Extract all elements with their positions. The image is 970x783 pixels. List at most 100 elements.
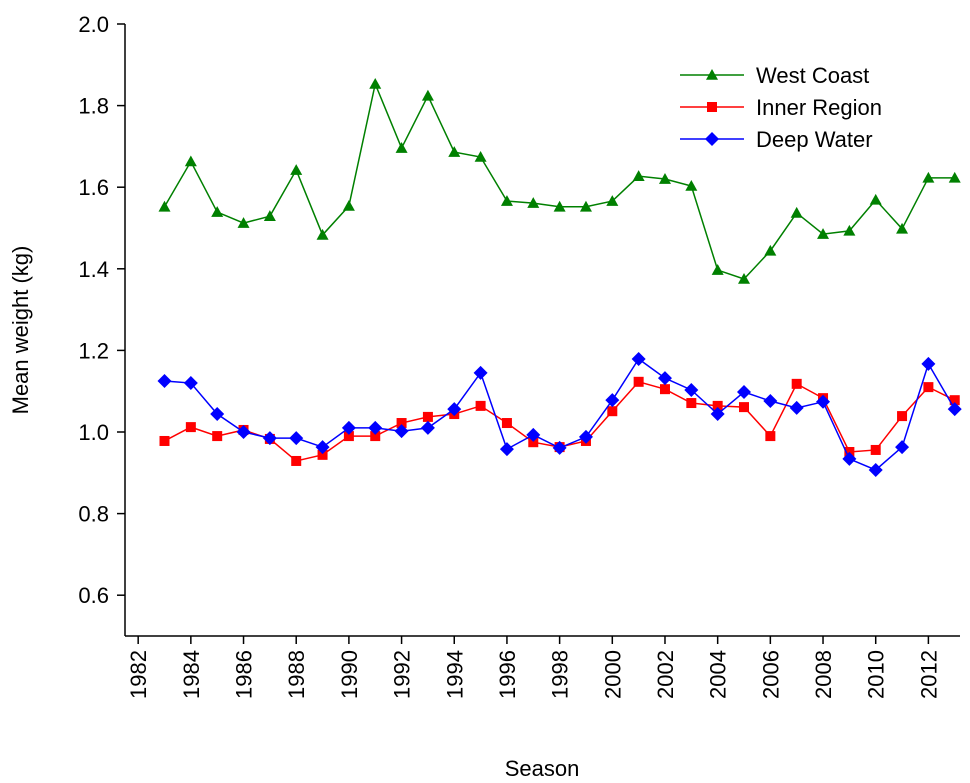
data-point xyxy=(474,151,487,162)
data-point xyxy=(790,206,803,218)
data-point xyxy=(263,210,276,221)
data-point xyxy=(184,155,197,167)
data-point xyxy=(236,425,251,439)
data-point xyxy=(394,424,409,439)
data-point xyxy=(473,365,488,380)
x-tick-label: 1988 xyxy=(284,650,309,699)
data-point xyxy=(500,195,513,206)
data-point xyxy=(447,402,462,417)
legend-label: West Coast xyxy=(756,63,869,88)
data-point xyxy=(633,376,644,387)
data-point xyxy=(631,351,646,366)
data-point xyxy=(765,431,776,442)
data-point xyxy=(764,244,777,256)
data-point xyxy=(868,462,883,477)
data-point xyxy=(420,420,435,435)
data-point xyxy=(947,402,962,417)
data-point xyxy=(159,435,170,446)
data-point xyxy=(684,382,699,397)
data-point xyxy=(527,197,540,208)
data-point xyxy=(342,199,355,211)
y-tick-label: 0.8 xyxy=(78,502,109,527)
data-point xyxy=(842,451,857,466)
data-point xyxy=(526,427,541,442)
data-point xyxy=(896,222,909,234)
x-tick-label: 1990 xyxy=(337,650,362,699)
data-point xyxy=(870,444,881,455)
data-point xyxy=(341,420,356,435)
x-tick-label: 2010 xyxy=(864,650,889,699)
data-point xyxy=(632,170,645,181)
x-tick-label: 2004 xyxy=(706,650,731,699)
data-point xyxy=(658,173,671,184)
data-point xyxy=(183,376,198,391)
y-tick-label: 1.6 xyxy=(78,175,109,200)
data-point xyxy=(948,171,961,183)
data-point xyxy=(369,77,382,89)
data-point xyxy=(607,406,618,417)
legend-marker xyxy=(706,69,718,80)
data-point xyxy=(659,384,670,395)
legend-label: Inner Region xyxy=(756,95,882,120)
data-point xyxy=(158,200,171,212)
data-point xyxy=(710,407,725,422)
data-point xyxy=(475,400,486,411)
x-tick-label: 1992 xyxy=(390,650,415,699)
data-point xyxy=(923,382,934,393)
data-point xyxy=(212,431,223,442)
data-point xyxy=(262,431,277,446)
data-point xyxy=(869,193,882,205)
x-tick-label: 1998 xyxy=(548,650,573,699)
legend-label: Deep Water xyxy=(756,127,873,152)
x-tick-label: 2002 xyxy=(653,650,678,699)
data-point xyxy=(448,146,461,157)
y-tick-label: 2.0 xyxy=(78,12,109,37)
data-point xyxy=(922,171,935,183)
data-point xyxy=(816,394,831,409)
data-point xyxy=(421,89,434,101)
data-point xyxy=(396,418,407,429)
data-point xyxy=(789,400,804,415)
data-point xyxy=(578,429,593,444)
data-point xyxy=(657,371,672,386)
x-tick-label: 1982 xyxy=(126,650,151,699)
y-axis-label: Mean weight (kg) xyxy=(8,246,33,415)
x-axis-label: Season xyxy=(505,756,580,781)
x-tick-label: 2012 xyxy=(916,650,941,699)
x-tick-label: 2006 xyxy=(758,650,783,699)
data-point xyxy=(422,411,433,422)
data-point xyxy=(499,442,514,457)
data-point xyxy=(315,440,330,455)
legend-marker xyxy=(707,102,717,112)
data-point xyxy=(395,142,408,153)
data-point xyxy=(210,407,225,422)
data-point xyxy=(791,378,802,389)
y-tick-label: 1.0 xyxy=(78,420,109,445)
data-point xyxy=(211,206,224,217)
data-point xyxy=(763,393,778,408)
x-tick-label: 2000 xyxy=(600,650,625,699)
data-point xyxy=(895,440,910,455)
y-tick-label: 1.4 xyxy=(78,257,109,282)
y-tick-label: 0.6 xyxy=(78,583,109,608)
x-tick-label: 1984 xyxy=(179,650,204,699)
data-point xyxy=(738,273,751,284)
data-point xyxy=(711,264,724,275)
data-point xyxy=(501,418,512,429)
legend-marker xyxy=(705,132,719,146)
data-point xyxy=(291,455,302,466)
data-point xyxy=(685,179,698,191)
data-point xyxy=(739,402,750,413)
data-point xyxy=(237,217,250,228)
x-tick-label: 1996 xyxy=(495,650,520,699)
y-tick-label: 1.2 xyxy=(78,338,109,363)
data-point xyxy=(817,228,830,239)
data-point xyxy=(290,164,303,175)
x-tick-label: 1994 xyxy=(442,650,467,699)
data-point xyxy=(316,228,329,240)
data-point xyxy=(949,395,960,406)
data-point xyxy=(289,431,304,446)
data-point xyxy=(606,195,619,206)
data-point xyxy=(343,431,354,442)
